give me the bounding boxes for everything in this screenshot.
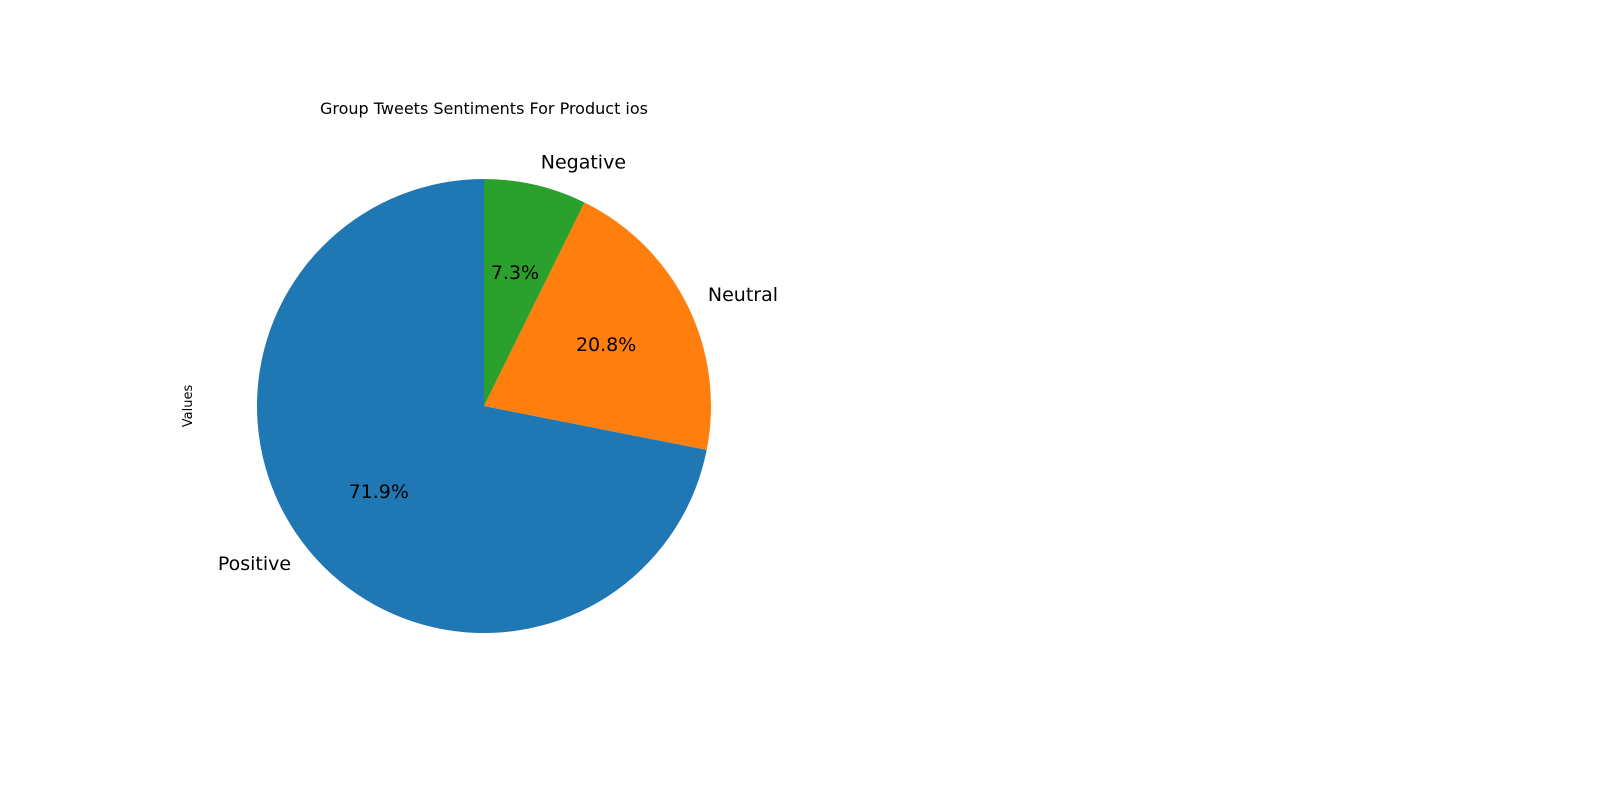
pie-slice-positive [256,179,707,633]
slice-label-positive: Positive [218,553,291,575]
slice-percent-positive: 71.9% [349,481,409,503]
slice-percent-neutral: 20.8% [576,334,636,356]
chart-title: Group Tweets Sentiments For Product ios [320,99,648,118]
y-axis-label: Values [181,385,196,428]
slice-label-neutral: Neutral [708,284,778,306]
pie-slice-neutral [484,202,711,450]
pie-slice-negative [484,179,585,406]
slice-percent-negative: 7.3% [491,262,539,284]
pie-slices [256,179,711,633]
pie-labels: Positive 71.9% Neutral 20.8% Negative 7.3% [218,151,778,575]
slice-label-negative: Negative [541,151,626,173]
